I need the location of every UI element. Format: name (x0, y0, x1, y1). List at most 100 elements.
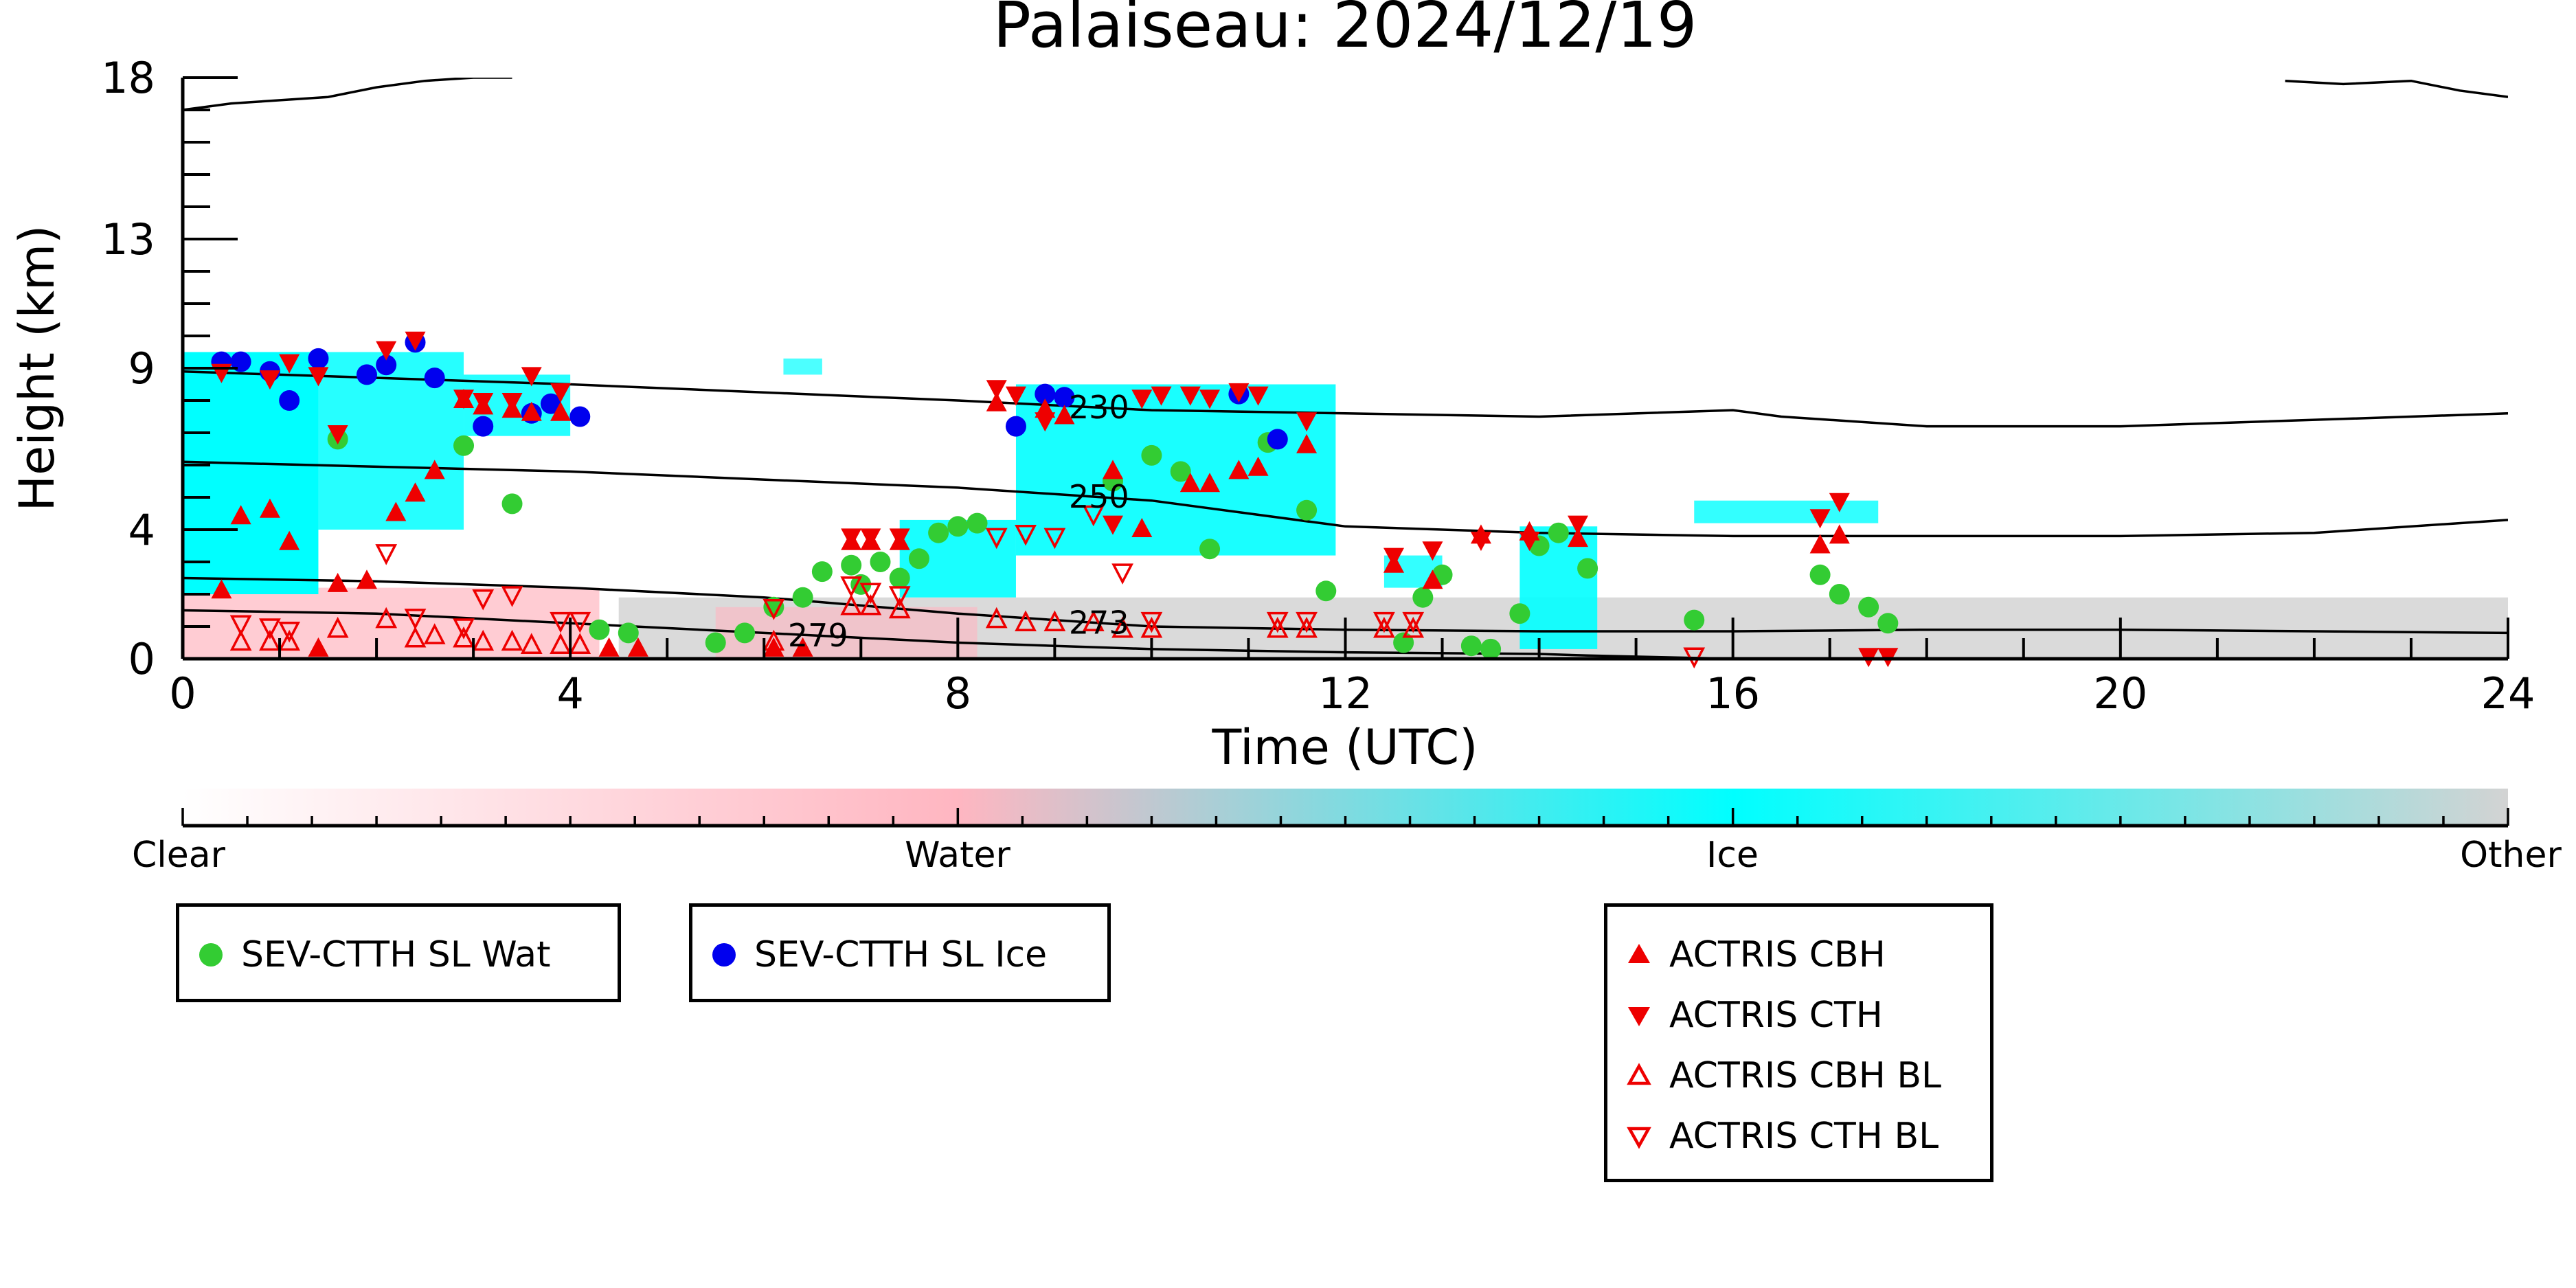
marker-actris-cth (376, 341, 397, 361)
isotherm-label: 273 (1069, 604, 1129, 641)
marker-sev-wat (1170, 461, 1191, 482)
marker-actris-cbh (550, 401, 572, 421)
y-axis-label: Height (km) (9, 225, 65, 512)
marker-sev-wat (1509, 603, 1530, 624)
marker-actris-cth-bl (229, 615, 252, 637)
marker-actris-cth (279, 354, 300, 374)
ice-field (1694, 500, 1879, 523)
marker-actris-cbh (792, 637, 813, 657)
y-tick-label: 13 (101, 214, 155, 264)
marker-actris-cbh-bl (1043, 610, 1066, 632)
filled-down-triangle-icon (1628, 1007, 1650, 1026)
marker-actris-cth (1179, 386, 1201, 406)
marker-actris-cbh-bl (1266, 616, 1289, 638)
marker-sev-wat (501, 493, 523, 515)
marker-actris-cbh-bl (520, 633, 543, 654)
x-tick-label: 24 (2481, 668, 2535, 719)
colorbar-ticks (181, 808, 2509, 826)
marker-actris-cth-bl (1296, 611, 1318, 633)
marker-actris-cbh (521, 401, 542, 421)
x-axis-label: Time (UTC) (1212, 719, 1478, 776)
marker-actris-cth-bl (259, 618, 281, 640)
marker-actris-cth-bl (404, 609, 427, 630)
x-tick-label: 12 (1318, 668, 1372, 719)
marker-actris-cth (1829, 493, 1850, 512)
green-circle-icon (199, 943, 223, 967)
marker-actris-cbh-bl (1015, 610, 1037, 632)
marker-actris-cth-bl (1140, 611, 1163, 633)
marker-sev-ice (540, 393, 561, 414)
marker-sev-wat (589, 619, 610, 640)
x-tick-label: 16 (1706, 668, 1760, 719)
cloud-type-colorbar: Clear Water Ice Other (132, 789, 2562, 876)
marker-actris-cth (1519, 532, 1540, 552)
x-tick-label: 8 (945, 668, 971, 719)
marker-actris-cbh (405, 482, 426, 502)
marker-sev-ice (376, 354, 397, 376)
marker-actris-cth-bl (1373, 611, 1395, 633)
marker-actris-cth-bl (1082, 505, 1105, 527)
marker-sev-wat (967, 512, 988, 534)
marker-actris-cbh-bl (569, 633, 591, 654)
marker-actris-cth-bl (888, 586, 911, 607)
marker-actris-cbh (385, 501, 407, 521)
y-tick-label: 18 (101, 53, 155, 103)
marker-actris-cth (1296, 412, 1318, 432)
marker-actris-cbh-bl (404, 626, 427, 648)
marker-actris-cbh (1422, 569, 1443, 589)
axes: 0 4 8 12 16 20 24 0 4 9 13 18 (101, 53, 2535, 719)
marker-actris-cbh (627, 637, 648, 657)
marker-actris-cth-bl (501, 586, 523, 607)
marker-actris-cth (473, 393, 494, 412)
marker-sev-wat (1296, 499, 1318, 521)
marker-actris-cbh (1829, 524, 1850, 544)
marker-sev-ice (569, 406, 591, 427)
marker-sev-wat (1858, 596, 1879, 618)
marker-sev-wat (928, 522, 949, 543)
marker-actris-cbh (211, 579, 232, 599)
marker-actris-cbh-bl (1296, 616, 1318, 638)
marker-actris-cbh (308, 637, 329, 657)
marker-actris-cth (405, 331, 426, 351)
isotherm-label: 230 (1069, 389, 1129, 426)
marker-sev-wat (763, 596, 784, 618)
marker-actris-cth-bl (472, 589, 495, 611)
marker-sev-wat (1412, 587, 1434, 608)
marker-actris-cth-bl (840, 576, 863, 598)
marker-sev-ice (308, 348, 329, 369)
marker-actris-cth (1199, 389, 1221, 409)
isotherm-line-230 (183, 370, 2508, 428)
marker-actris-cbh (259, 498, 280, 518)
isotherm-labels: 230 250 273 279 (788, 389, 1129, 654)
marker-actris-cbh (1809, 534, 1831, 554)
marker-actris-cbh-bl (423, 623, 446, 644)
marker-actris-cbh (327, 572, 348, 592)
marker-actris-cbh-bl (1082, 610, 1105, 632)
marker-actris-cbh-bl (1111, 616, 1133, 638)
marker-actris-cth (1247, 386, 1269, 406)
legend-label: ACTRIS CBH (1669, 934, 1886, 975)
water-field (183, 587, 600, 659)
colorbar-label-other: Other (2460, 835, 2562, 876)
marker-sev-ice (1054, 387, 1075, 408)
marker-actris-cbh-bl (326, 616, 349, 638)
marker-actris-cth (841, 528, 862, 548)
ice-field (183, 352, 319, 594)
marker-actris-cth-bl (1266, 611, 1289, 633)
marker-sev-ice (1005, 416, 1026, 437)
marker-actris-cbh-bl (1402, 616, 1425, 638)
marker-actris-cth (521, 367, 542, 387)
marker-actris-cbh (1199, 473, 1221, 493)
legend-label: SEV-CTTH SL Wat (241, 934, 551, 975)
marker-actris-cbh-bl (229, 629, 252, 651)
marker-sev-wat (1684, 609, 1705, 631)
marker-sev-wat (1460, 635, 1482, 657)
marker-actris-cbh (424, 460, 445, 479)
marker-actris-cbh (230, 505, 251, 525)
marker-actris-cbh-bl (985, 607, 1008, 629)
isotherm-label: 279 (788, 617, 848, 654)
open-up-triangle-icon (1627, 1063, 1651, 1085)
chart-title: Palaiseau: 2024/12/19 (993, 0, 1697, 62)
marker-actris-cbh (1103, 460, 1123, 479)
